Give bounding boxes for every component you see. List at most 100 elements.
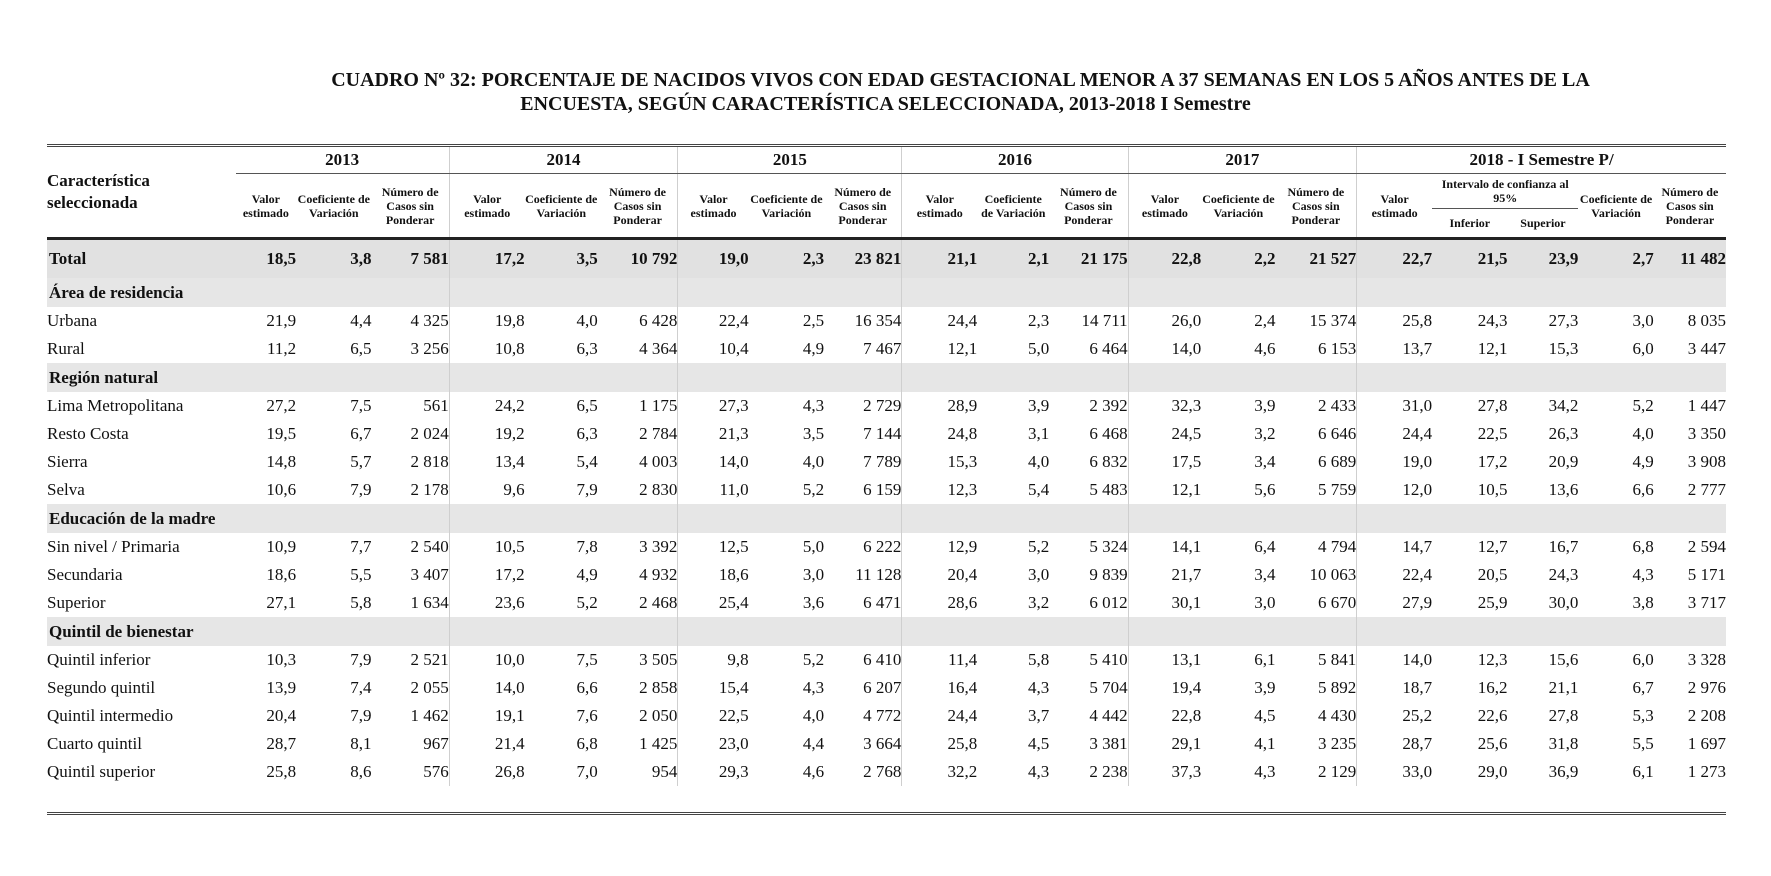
total-row: Total 18,5 3,8 7 581 17,2 3,5 10 792 19,0 2,3 23 … (47, 238, 1726, 278)
row-label: Quintil inferior (47, 650, 151, 669)
table-cell: 5,2 (1632, 396, 1654, 415)
table-cell: 3,0 (1254, 593, 1276, 612)
table-cell: 28,7 (266, 734, 297, 753)
col-casos: Número de Casos sin Ponderar (609, 184, 666, 227)
table-cell: 5,6 (1254, 480, 1276, 499)
table-cell: 4 364 (639, 339, 678, 358)
table-cell: 22,8 (1127, 238, 1202, 278)
table-cell: 4,0 (802, 706, 825, 725)
table-cell: 7,7 (350, 537, 372, 556)
table-cell: 6 464 (1089, 339, 1128, 358)
table-cell: 32,2 (901, 758, 978, 786)
table-cell: 3,0 (1632, 311, 1654, 330)
table-cell: 2 830 (639, 480, 678, 499)
table-cell: 3 381 (1089, 734, 1128, 753)
table-cell: 6 646 (1317, 424, 1357, 443)
table-cell: 14,1 (1127, 533, 1202, 561)
table-cell: 25,8 (1356, 307, 1433, 335)
table-cell: 6,6 (1632, 480, 1654, 499)
table-cell: 12,5 (677, 533, 749, 561)
table-cell: 5,0 (1027, 339, 1050, 358)
table-cell: 3,2 (1254, 424, 1276, 443)
section-header-row: Educación de la madre (47, 504, 1726, 533)
table-title: CUADRO Nº 32: PORCENTAJE DE NACIDOS VIVO… (0, 68, 1771, 116)
table-cell: 21 175 (1049, 238, 1129, 278)
section-blank-cell (597, 278, 678, 307)
section-blank-cell (748, 617, 825, 646)
table-cell: 9,8 (677, 646, 749, 674)
row-label: Secundaria (47, 565, 123, 584)
table-cell: 1 697 (1687, 734, 1726, 753)
section-blank-cell (235, 617, 297, 646)
section-blank-cell (296, 363, 372, 392)
table-row: Quintil intermedio 20,4 7,9 1 462 19,1 7,6 2 0… (47, 702, 1726, 730)
table-cell: 6 222 (863, 537, 902, 556)
col-valor: Valor estimado (677, 173, 749, 237)
table-row: Quintil superior 25,8 8,6 576 26,8 7,0 954 29,3… (47, 758, 1726, 786)
table-cell: 4,6 (802, 762, 825, 781)
table-cell: 24,2 (448, 392, 525, 420)
section-blank-cell (1432, 617, 1508, 646)
table-cell: 32,3 (1127, 392, 1202, 420)
table-cell: 3,5 (524, 238, 598, 278)
section-blank-cell (1356, 363, 1433, 392)
table-cell: 17,2 (448, 238, 525, 278)
section-blank-cell (1275, 278, 1357, 307)
table-cell: 12,3 (901, 476, 978, 504)
col-coef: Coeficiente de Variación (525, 191, 598, 220)
section-blank-cell (448, 363, 525, 392)
table-cell: 6 012 (1089, 593, 1128, 612)
section-blank-cell (1275, 617, 1357, 646)
table-cell: 2 178 (410, 480, 449, 499)
table-cell: 21,4 (448, 730, 525, 758)
table-cell: 31,0 (1356, 392, 1433, 420)
col-casos: Número de Casos sin Ponderar (834, 184, 892, 227)
table-cell: 26,8 (448, 758, 525, 786)
table-cell: 23 821 (824, 238, 902, 278)
table-cell: 26,3 (1548, 424, 1579, 443)
table-cell: 6 153 (1317, 339, 1357, 358)
table-cell: 2 768 (863, 762, 902, 781)
section-blank-cell (371, 504, 450, 533)
table-cell: 29,1 (1127, 730, 1202, 758)
table-cell: 17,5 (1127, 448, 1202, 476)
table-cell: 28,7 (1356, 730, 1433, 758)
section-blank-cell (1356, 617, 1433, 646)
section-blank-cell (1201, 278, 1276, 307)
table-cell: 6,4 (1254, 537, 1276, 556)
table-cell: 5 841 (1317, 650, 1357, 669)
table-cell: 37,3 (1127, 758, 1202, 786)
table-row: Segundo quintil 13,9 7,4 2 055 14,0 6,6 2 858 1… (47, 674, 1726, 702)
table-cell: 7 789 (863, 452, 902, 471)
table-cell: 6,6 (576, 678, 598, 697)
table-cell: 17,2 (448, 561, 525, 589)
row-label: Sierra (47, 452, 88, 471)
row-label: Segundo quintil (47, 678, 156, 697)
table-cell: 4 794 (1317, 537, 1357, 556)
table-cell: 5,8 (1027, 650, 1050, 669)
table-cell: 1 175 (639, 396, 678, 415)
section-blank-cell (748, 363, 825, 392)
section-blank-cell (977, 504, 1050, 533)
table-cell: 2 392 (1089, 396, 1128, 415)
row-label: Lima Metropolitana (47, 396, 184, 415)
table-cell: 12,7 (1477, 537, 1508, 556)
table-cell: 4 430 (1317, 706, 1357, 725)
table-cell: 5,2 (802, 480, 825, 499)
table-cell: 3 407 (410, 565, 449, 584)
table-cell: 4,3 (802, 396, 825, 415)
table-cell: 4,4 (802, 734, 825, 753)
table-cell: 30,0 (1548, 593, 1579, 612)
section-blank-cell (1049, 363, 1129, 392)
section-blank-cell (1049, 504, 1129, 533)
table-cell: 19,8 (448, 307, 525, 335)
table-cell: 26,0 (1127, 307, 1202, 335)
section-blank-cell (1127, 504, 1202, 533)
table-cell: 34,2 (1548, 396, 1579, 415)
header-year-2014: 2014 (448, 145, 678, 174)
section-blank-cell (1432, 278, 1508, 307)
table-cell: 12,9 (901, 533, 978, 561)
table-cell: 5,4 (576, 452, 598, 471)
table-cell: 954 (651, 762, 678, 781)
table-cell: 2,2 (1201, 238, 1276, 278)
